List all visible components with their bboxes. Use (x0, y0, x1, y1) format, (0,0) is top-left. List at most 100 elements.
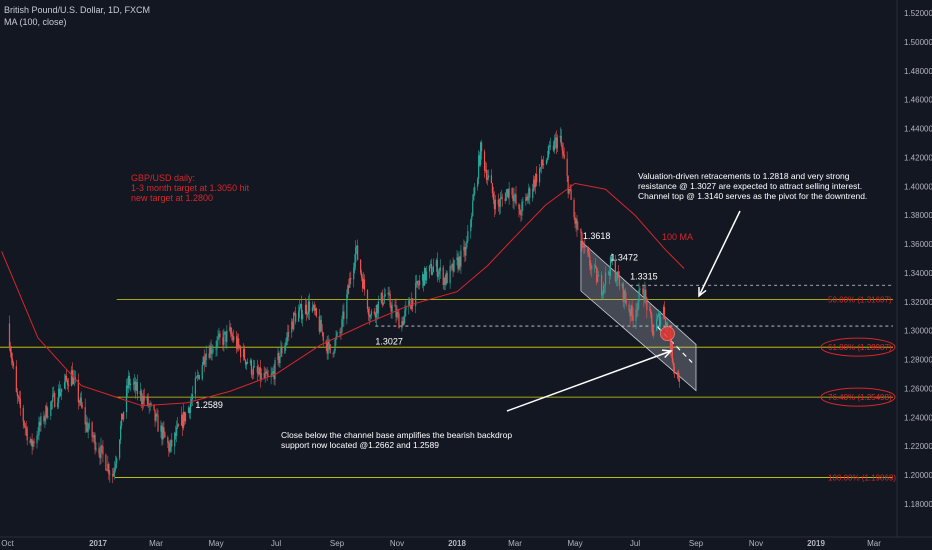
candle-body (603, 284, 606, 286)
candle-body (587, 248, 589, 253)
candle-body (384, 294, 386, 296)
candle-body (50, 402, 52, 417)
candle-body (382, 302, 384, 305)
candle-body (298, 311, 300, 322)
candle-body (23, 421, 25, 426)
candle-body (142, 396, 144, 405)
arrow-up (506, 350, 672, 412)
candle-body (318, 316, 320, 332)
candle-body (450, 266, 452, 267)
candle-body (218, 333, 220, 338)
candle-body (315, 308, 317, 317)
candle-body (307, 301, 310, 315)
candle-body (402, 321, 404, 326)
candle-body (312, 305, 314, 308)
candle-body (212, 349, 214, 352)
fib-label: 76.40% (1.25498) (828, 393, 892, 402)
candle-body (43, 416, 45, 422)
candle-body (223, 332, 225, 345)
candle-body (47, 416, 49, 418)
candle-body (240, 347, 242, 358)
candle-body (16, 392, 18, 396)
candle-body (263, 373, 265, 378)
candle-body (422, 274, 425, 286)
candle-body (342, 311, 344, 320)
candle-body (183, 411, 186, 422)
candle-body (346, 294, 348, 319)
candle-body (243, 348, 246, 360)
candle-body (95, 448, 97, 450)
candle-body (607, 272, 610, 273)
candle-body (547, 146, 550, 158)
candle-body (277, 352, 279, 360)
date-tick-label: Nov (390, 539, 404, 548)
candle-body (609, 256, 612, 276)
candle-body (622, 283, 624, 302)
candle-body (511, 188, 513, 196)
candle-body (33, 441, 35, 444)
candle-body (184, 412, 187, 422)
candle-body (519, 209, 521, 215)
candle-body (143, 396, 145, 401)
candle-body (236, 336, 238, 349)
candle-body (61, 388, 63, 393)
candle-body (498, 204, 500, 207)
candle-body (582, 246, 584, 248)
candle-body (485, 169, 488, 180)
candle-body (478, 155, 480, 179)
candle-body (349, 277, 351, 288)
candle-body (293, 312, 295, 330)
candle-body (500, 197, 502, 199)
date-tick-label: Jul (630, 539, 640, 548)
candle-body (430, 264, 433, 275)
price-tick-label: 1.38000 (904, 211, 932, 220)
candle-body (602, 285, 605, 294)
candle-body (226, 330, 228, 342)
candle-body (121, 413, 123, 426)
candle-body (79, 397, 81, 403)
candle-body (253, 366, 255, 367)
candle-body (453, 259, 455, 272)
price-tick-label: 1.26000 (904, 384, 932, 393)
candle-body (25, 427, 27, 429)
candle-body (362, 279, 365, 289)
candle-body (556, 137, 558, 149)
candle-body (70, 370, 73, 387)
candle-body (574, 217, 576, 224)
candle-body (522, 201, 524, 203)
candle-body (576, 219, 578, 229)
candle-body (575, 219, 577, 224)
candle-body (676, 371, 678, 373)
candle-body (631, 305, 633, 316)
candle-body (17, 395, 19, 398)
candle-body (53, 392, 55, 395)
candle-body (353, 267, 355, 280)
arrow-up-head (661, 349, 673, 358)
candle-body (656, 319, 658, 331)
candle-body (88, 422, 90, 429)
candle-body (636, 309, 638, 311)
candle-body (10, 352, 13, 359)
candle-body (527, 195, 529, 201)
candle-body (459, 256, 461, 267)
candle-body (518, 204, 520, 210)
candle-body (456, 257, 458, 260)
candle-body (569, 188, 571, 190)
price-tick-label: 1.46000 (904, 96, 932, 105)
candle-body (388, 292, 390, 295)
candle-body (416, 281, 418, 283)
candle-body (504, 198, 506, 201)
candle-body (669, 331, 672, 352)
candle-body (136, 382, 138, 395)
candle-body (477, 178, 479, 187)
candle-body (442, 267, 444, 286)
candle-body (581, 233, 583, 247)
candle-body (520, 214, 522, 216)
candle-body (513, 196, 515, 202)
candle-body (233, 336, 235, 341)
candle-body (445, 272, 447, 285)
candle-body (589, 255, 591, 266)
candle-body (678, 378, 680, 382)
candle-body (328, 340, 330, 345)
